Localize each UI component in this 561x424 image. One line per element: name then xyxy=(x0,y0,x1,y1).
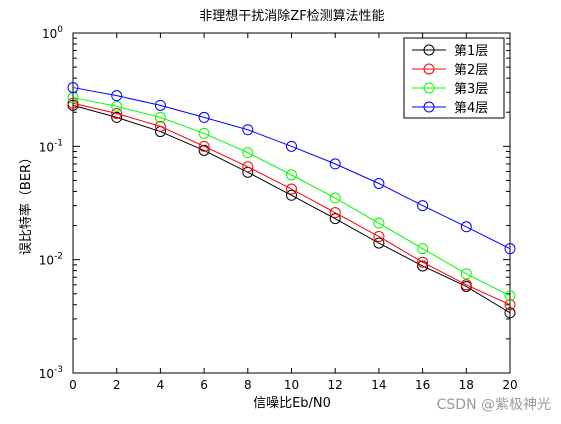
legend-label: 第2层 xyxy=(454,63,488,78)
x-tick-label: 14 xyxy=(371,378,386,392)
series-2-point xyxy=(67,97,79,109)
series-1-point xyxy=(198,144,210,156)
series-2-point xyxy=(460,279,472,291)
series-2-point xyxy=(242,161,254,173)
x-tick-label: 2 xyxy=(113,378,121,392)
series-3-point xyxy=(198,127,210,139)
series-3-point xyxy=(286,169,297,181)
x-tick-label: 0 xyxy=(69,378,77,392)
series-1-point xyxy=(111,111,123,123)
series-3-point xyxy=(111,100,123,112)
series-2-point xyxy=(504,299,516,311)
series-2-point xyxy=(198,140,210,152)
plot-area: 0 2 4 6 8 10 12 14 16 18 2010010-110-210-3第1层第2层第3… xyxy=(39,25,518,392)
series-4-point xyxy=(329,158,341,170)
series-4-point xyxy=(460,221,472,233)
watermark: CSDN @紫极神光 xyxy=(436,397,551,413)
series-line-2 xyxy=(72,102,511,306)
y-tick-label: 10-1 xyxy=(39,138,63,154)
x-tick-label: 8 xyxy=(244,378,252,392)
series-1-point xyxy=(373,237,385,249)
series-2-point xyxy=(154,120,166,132)
series-1-point xyxy=(329,213,341,225)
series-3-point xyxy=(417,243,429,255)
series-3-point xyxy=(460,268,472,280)
series-1-point xyxy=(417,260,429,272)
legend-marker xyxy=(423,82,435,94)
x-tick-label: 4 xyxy=(157,378,165,392)
y-tick-exponent: -2 xyxy=(54,252,63,262)
series-4-point xyxy=(373,177,385,189)
chart-title: 非理想干扰消除ZF检测算法性能 xyxy=(199,8,384,24)
x-tick-label: 10 xyxy=(284,378,299,392)
y-tick-base: 10 xyxy=(39,367,54,381)
series-line-3 xyxy=(72,96,511,297)
legend-marker xyxy=(423,63,435,75)
series-1-point xyxy=(504,307,516,319)
y-tick-base: 10 xyxy=(39,254,54,268)
series-4-point xyxy=(198,111,210,123)
series-3-point xyxy=(242,147,254,159)
legend-marker xyxy=(423,101,435,113)
x-tick-label: 16 xyxy=(415,378,430,392)
series-3-point xyxy=(504,290,516,302)
x-axis-label: 信噪比Eb/N0 xyxy=(253,396,331,411)
x-tick-label: 6 xyxy=(200,378,208,392)
y-tick-exponent: -1 xyxy=(54,138,63,148)
series-2-point xyxy=(111,107,123,119)
series-3-point xyxy=(373,217,385,229)
series-4-point xyxy=(417,200,429,212)
legend-marker xyxy=(423,44,435,56)
legend-label: 第4层 xyxy=(454,101,488,116)
series-4-point xyxy=(286,140,297,152)
legend-label: 第1层 xyxy=(454,44,488,59)
y-tick-label: 10-2 xyxy=(39,252,63,268)
y-tick-exponent: -3 xyxy=(54,365,63,375)
x-tick-label: 20 xyxy=(502,378,517,392)
series-4-point xyxy=(154,99,166,111)
series-4-point xyxy=(504,243,516,255)
series-1-point xyxy=(286,189,297,201)
series-3-point xyxy=(329,192,341,204)
y-tick-label: 100 xyxy=(42,25,63,41)
series-line-4 xyxy=(72,87,511,250)
series-2-point xyxy=(329,207,341,219)
series-4-point xyxy=(242,124,254,136)
x-tick-label: 12 xyxy=(328,378,343,392)
series-4-point xyxy=(67,82,79,94)
y-tick-label: 10-3 xyxy=(39,365,63,381)
series-3-point xyxy=(154,111,166,123)
x-tick-label: 18 xyxy=(459,378,474,392)
series-4-point xyxy=(111,90,123,102)
series-2-point xyxy=(286,183,297,195)
legend-label: 第3层 xyxy=(454,82,488,97)
y-tick-base: 10 xyxy=(39,140,54,154)
legend-box xyxy=(403,37,505,119)
series-2-point xyxy=(417,256,429,268)
series-line-1 xyxy=(72,104,511,314)
y-axis-label: 误比特率（BER） xyxy=(18,151,34,255)
series-2-point xyxy=(373,231,385,243)
y-tick-exponent: 0 xyxy=(57,25,63,35)
y-tick-base: 10 xyxy=(42,27,57,41)
